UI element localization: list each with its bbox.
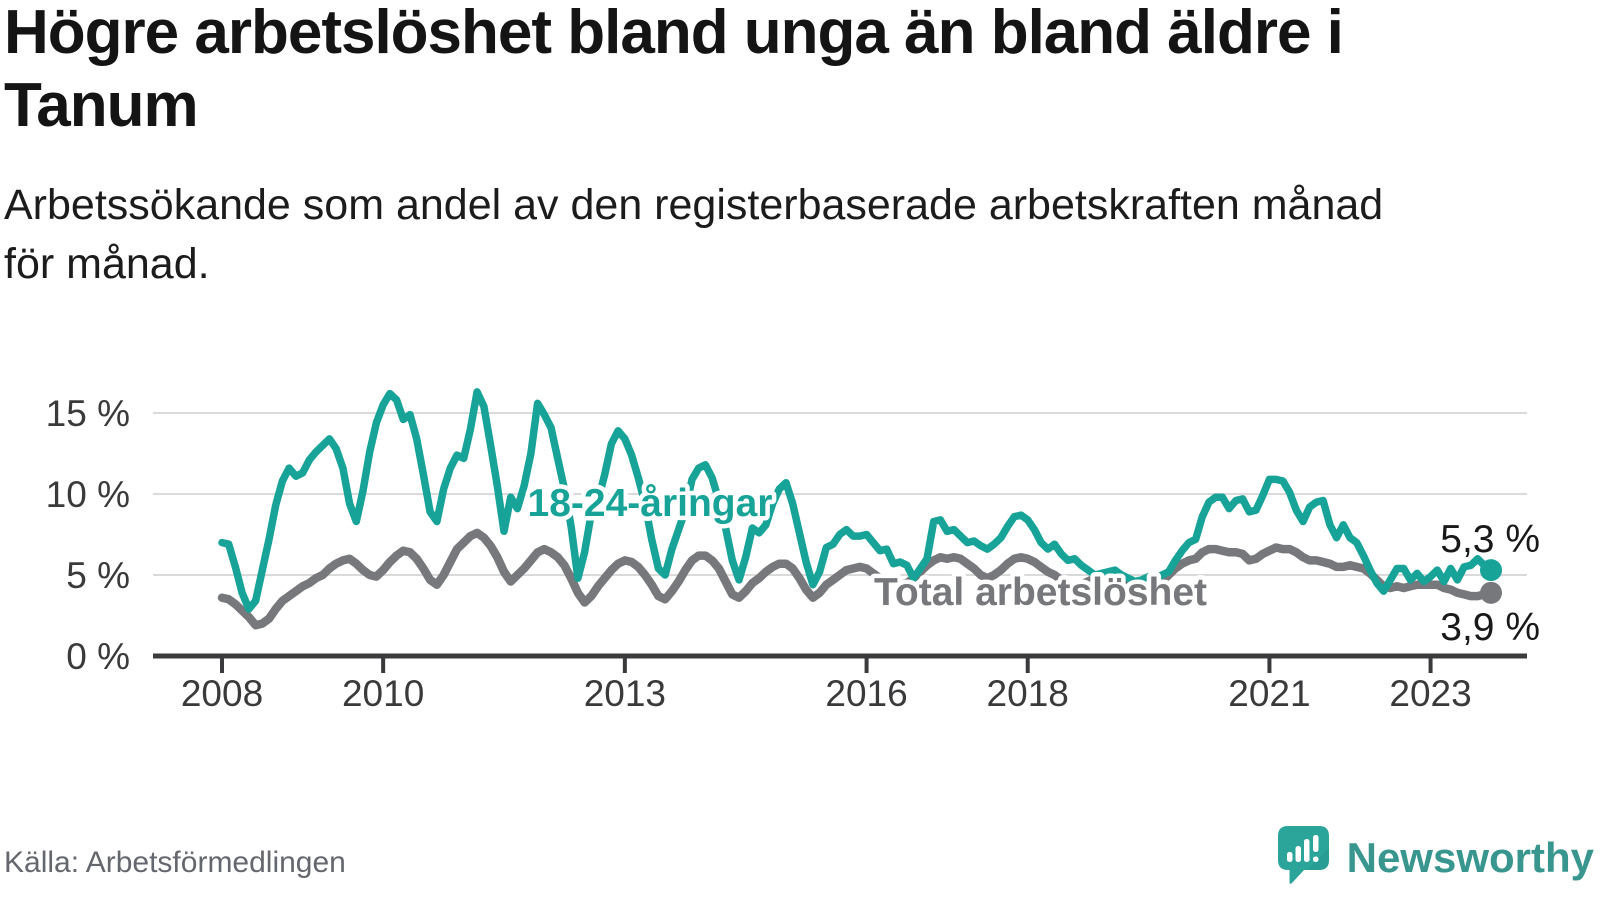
end-value-label-youth: 5,3 % [1440, 518, 1540, 561]
x-tick-label: 2016 [825, 673, 907, 714]
end-dot-total [1480, 581, 1503, 604]
y-tick-label: 10 % [46, 474, 130, 515]
series-label-total: Total arbetslöshet [874, 571, 1207, 614]
newsworthy-brand: Newsworthy [1277, 825, 1594, 890]
subtitle-line-2: för månad. [4, 240, 210, 289]
x-tick-label: 2018 [987, 673, 1069, 714]
series-line-total [217, 528, 1496, 630]
page-title: Högre arbetslöshet bland unga än bland ä… [4, 0, 1564, 142]
x-tick-label: 2013 [584, 673, 666, 714]
x-tick-label: 2010 [342, 673, 424, 714]
y-tick-label: 15 % [46, 393, 130, 434]
newsworthy-logo-icon [1277, 825, 1330, 890]
y-tick-label: 5 % [66, 555, 130, 596]
source-note: Källa: Arbetsförmedlingen [4, 846, 346, 879]
series-label-youth: 18-24-åringar [528, 482, 773, 525]
x-tick-label: 2023 [1389, 673, 1471, 714]
x-tick-label: 2021 [1228, 673, 1310, 714]
title-line-1: Högre arbetslöshet bland unga än bland ä… [4, 0, 1344, 67]
end-value-label-total: 3,9 % [1440, 606, 1540, 649]
series-line-youth [218, 388, 1495, 613]
y-tick-label: 0 % [66, 636, 130, 677]
end-dot-youth [1480, 559, 1503, 582]
x-tick-label: 2008 [181, 673, 263, 714]
chart-subtitle: Arbetssökande som andel av den registerb… [4, 176, 1564, 295]
newsworthy-wordmark: Newsworthy [1346, 833, 1594, 881]
subtitle-line-1: Arbetssökande som andel av den registerb… [4, 181, 1384, 229]
title-line-2: Tanum [4, 71, 199, 141]
